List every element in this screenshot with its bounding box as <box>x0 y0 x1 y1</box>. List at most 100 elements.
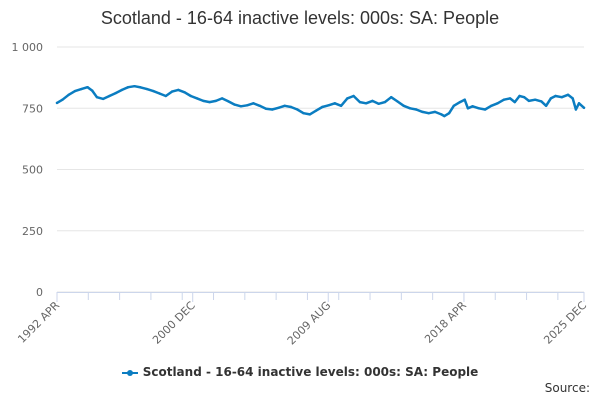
data-point <box>95 96 99 99</box>
data-point <box>139 86 142 89</box>
data-point <box>239 105 243 108</box>
data-point <box>208 100 211 104</box>
data-point <box>560 96 563 99</box>
data-point <box>321 105 324 109</box>
data-point <box>202 99 205 103</box>
data-point <box>496 102 499 105</box>
data-point <box>277 106 280 110</box>
y-tick-label: 1 000 <box>12 41 44 54</box>
data-point <box>195 97 199 100</box>
data-point <box>233 103 236 106</box>
data-point <box>427 112 430 115</box>
data-point <box>296 108 299 111</box>
legend-swatch-icon <box>121 369 138 376</box>
data-point <box>377 102 380 106</box>
data-point <box>80 87 83 91</box>
data-point <box>352 94 355 98</box>
data-point <box>582 106 586 110</box>
y-tick-label: 750 <box>22 102 43 115</box>
data-point <box>214 99 218 103</box>
x-tick-label: 1992 APR <box>15 299 62 346</box>
data-point <box>364 102 368 105</box>
data-point <box>383 100 387 104</box>
data-point <box>308 113 311 116</box>
data-point <box>544 104 548 108</box>
data-point <box>513 100 516 104</box>
data-point <box>566 93 570 97</box>
data-point <box>61 98 64 101</box>
data-point <box>145 87 149 91</box>
data-point <box>415 108 418 111</box>
data-point <box>152 89 155 93</box>
data-point <box>73 89 77 93</box>
data-point <box>518 94 521 98</box>
series-line <box>55 84 586 118</box>
legend[interactable]: Scotland - 16-64 inactive levels: 000s: … <box>0 365 600 379</box>
data-point <box>390 96 393 99</box>
data-point <box>114 91 117 95</box>
legend-label: Scotland - 16-64 inactive levels: 000s: … <box>142 365 479 379</box>
data-point <box>189 94 192 98</box>
data-point <box>443 114 446 118</box>
x-tick-label: 2009 AUG <box>285 299 334 348</box>
data-point <box>246 104 249 107</box>
data-point <box>346 97 349 100</box>
data-point <box>490 104 493 108</box>
data-point <box>549 97 552 100</box>
data-point <box>102 97 105 101</box>
data-point <box>133 85 136 88</box>
data-point <box>271 108 274 111</box>
data-point <box>463 98 466 101</box>
x-tick-label: 2018 APR <box>422 299 469 346</box>
data-point <box>371 99 374 103</box>
data-point <box>170 90 174 93</box>
data-point <box>527 99 531 103</box>
data-point <box>571 97 574 100</box>
data-point <box>67 93 70 97</box>
y-tick-label: 500 <box>22 164 43 177</box>
data-point <box>577 102 581 105</box>
data-point <box>264 107 268 110</box>
x-tick-label: 2025 DEC <box>541 299 589 347</box>
data-point <box>164 94 167 98</box>
data-point <box>471 105 474 108</box>
data-point <box>327 104 330 107</box>
data-point <box>177 88 180 92</box>
data-point <box>452 104 455 108</box>
data-point <box>183 91 186 94</box>
data-point <box>302 112 305 115</box>
data-point <box>127 86 130 89</box>
y-tick-label: 0 <box>36 286 43 299</box>
data-point <box>91 89 94 92</box>
data-point <box>314 109 318 112</box>
data-point <box>258 104 261 108</box>
data-point <box>502 98 506 101</box>
data-point <box>289 105 293 109</box>
data-point <box>458 100 462 104</box>
data-point <box>339 104 343 108</box>
data-point <box>433 110 437 114</box>
data-point <box>220 97 224 100</box>
data-point <box>108 94 111 98</box>
data-point <box>358 100 362 104</box>
data-point <box>283 104 286 108</box>
data-point <box>55 101 59 105</box>
data-point <box>483 108 487 111</box>
y-tick-label: 250 <box>22 225 43 238</box>
data-point <box>523 96 526 99</box>
data-point <box>508 97 512 100</box>
data-point <box>466 107 470 110</box>
data-point <box>554 94 557 98</box>
data-point <box>408 107 412 110</box>
data-point <box>440 113 443 116</box>
data-point <box>540 100 543 103</box>
chart-title: Scotland - 16-64 inactive levels: 000s: … <box>100 8 500 28</box>
data-point <box>421 110 424 114</box>
data-point <box>227 100 230 103</box>
data-point <box>120 88 124 92</box>
data-point <box>333 102 336 105</box>
data-point <box>447 112 451 115</box>
data-point <box>86 86 89 89</box>
data-point <box>158 92 161 95</box>
data-point <box>396 100 399 103</box>
